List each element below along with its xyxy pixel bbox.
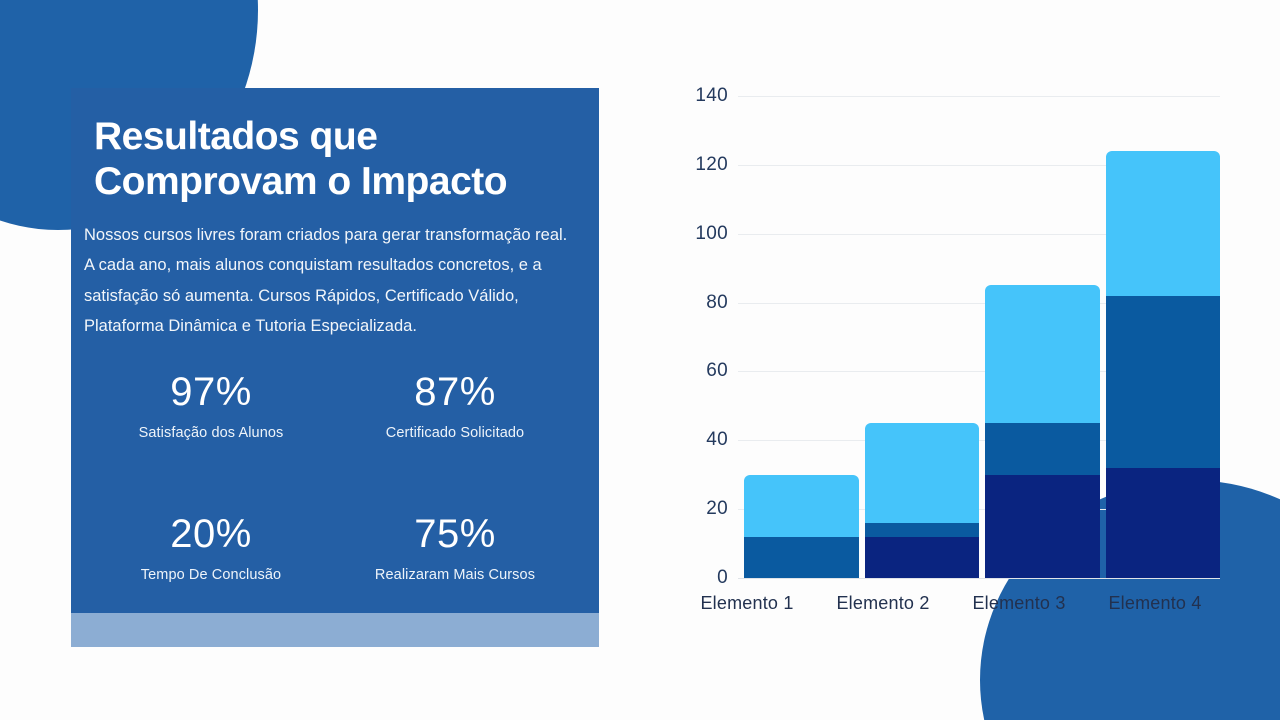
stat-label: Satisfação dos Alunos: [138, 424, 284, 441]
stat-item-satisfacao: 97% Satisfação dos Alunos: [89, 369, 333, 471]
chart-plot-area: 0 20 40 60 80 100 120 140: [682, 85, 1220, 588]
bar-segment[interactable]: [985, 285, 1100, 424]
page-title-line-1: Resultados que: [94, 115, 378, 158]
bar-segment[interactable]: [985, 474, 1100, 578]
results-card: Resultados que Comprovam o Impacto Nosso…: [71, 88, 599, 647]
stat-label: Realizaram Mais Cursos: [374, 566, 536, 583]
stat-label: Certificado Solicitado: [385, 424, 525, 441]
stat-value: 75%: [414, 511, 496, 556]
gridline: [738, 509, 1220, 511]
stat-value: 87%: [414, 369, 496, 414]
bar-column[interactable]: [864, 96, 979, 578]
gridline: [738, 302, 1220, 304]
statistics-grid: 97% Satisfação dos Alunos 87% Certificad…: [71, 341, 599, 613]
bar-stack[interactable]: [985, 285, 1100, 578]
axis-baseline: [738, 578, 1220, 579]
y-axis-tick-label: 0: [717, 567, 728, 588]
bar-column[interactable]: [1105, 96, 1220, 578]
stat-label: Tempo De Conclusão: [140, 566, 282, 583]
chart-bars: [744, 96, 1220, 578]
page-title: Resultados que Comprovam o Impacto: [83, 114, 577, 204]
y-axis-tick-label: 140: [695, 85, 728, 106]
x-axis-tick-label: Elemento 1: [700, 593, 794, 613]
bar-stack[interactable]: [864, 423, 979, 578]
card-description: Nossos cursos livres foram criados para …: [84, 226, 568, 335]
y-axis-tick-label: 40: [706, 429, 728, 451]
y-axis-tick-label: 100: [695, 222, 728, 244]
card-heading-block: Resultados que Comprovam o Impacto: [71, 114, 599, 204]
y-axis-tick-label: 20: [706, 498, 728, 520]
bar-segment[interactable]: [864, 423, 979, 523]
bar-segment[interactable]: [744, 474, 859, 537]
bar-column[interactable]: [744, 96, 859, 578]
gridline: [738, 164, 1220, 166]
stat-item-mais-cursos: 75% Realizaram Mais Cursos: [333, 511, 577, 613]
bar-segment[interactable]: [1105, 151, 1220, 296]
gridline: [738, 371, 1220, 373]
y-axis-tick-label: 60: [706, 360, 728, 382]
y-axis-tick-label: 120: [695, 153, 728, 175]
x-axis-tick-label: Elemento 2: [836, 593, 930, 613]
x-axis-tick-label: Elemento 4: [1108, 593, 1202, 613]
chart-x-axis: Elemento 1 Elemento 2 Elemento 3 Elemento 4: [682, 593, 1220, 614]
bar-segment[interactable]: [744, 536, 859, 578]
bar-segment[interactable]: [1105, 467, 1220, 578]
page-title-line-2: Comprovam o Impacto: [94, 160, 508, 204]
bar-segment[interactable]: [985, 423, 1100, 475]
bar-stack[interactable]: [744, 474, 859, 578]
stat-value: 97%: [170, 369, 252, 414]
stat-item-tempo-conclusao: 20% Tempo De Conclusão: [89, 511, 333, 613]
stat-value: 20%: [170, 511, 252, 556]
y-axis-tick-label: 80: [706, 291, 728, 313]
x-axis-tick-label: Elemento 3: [972, 593, 1066, 613]
bar-column[interactable]: [985, 96, 1100, 578]
gridline: [738, 440, 1220, 442]
bar-segment[interactable]: [1105, 295, 1220, 468]
bar-segment[interactable]: [864, 522, 979, 537]
stat-item-certificado: 87% Certificado Solicitado: [333, 369, 577, 471]
bar-segment[interactable]: [864, 536, 979, 578]
bar-stack[interactable]: [1105, 151, 1220, 578]
card-footer-bar: [71, 613, 599, 647]
gridline: [738, 233, 1220, 235]
gridline: [738, 96, 1220, 97]
